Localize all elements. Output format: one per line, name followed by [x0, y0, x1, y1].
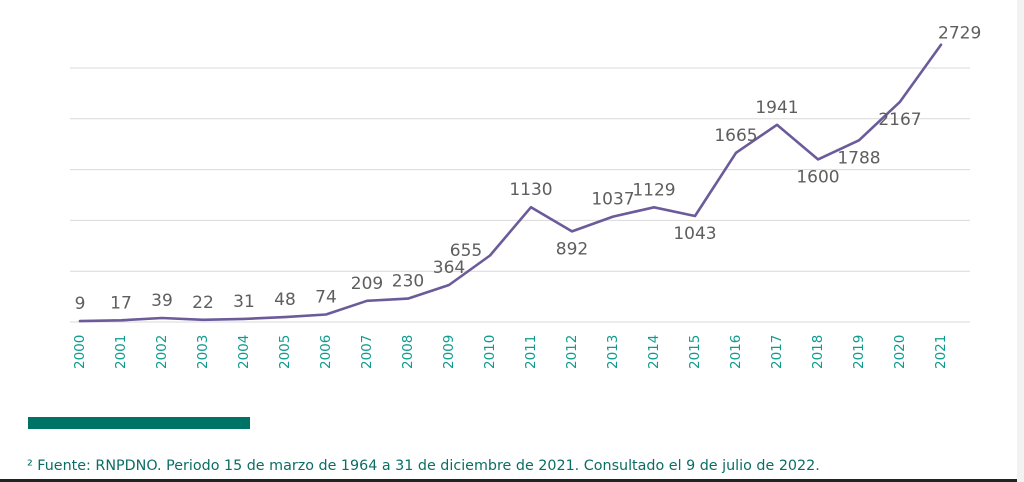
data-label: 1788	[837, 148, 880, 168]
data-label: 2167	[878, 110, 921, 130]
data-label: 39	[151, 291, 173, 311]
accent-bar	[28, 417, 250, 429]
data-label: 230	[392, 272, 424, 292]
x-tick-label: 2010	[482, 335, 498, 369]
data-label: 22	[192, 293, 214, 313]
x-tick-label: 2011	[523, 335, 539, 369]
x-tick-label: 2016	[728, 335, 744, 369]
data-label: 48	[274, 290, 296, 310]
x-tick-label: 2000	[72, 335, 88, 369]
data-label: 209	[351, 274, 383, 294]
x-tick-label: 2021	[933, 335, 949, 369]
data-label: 1037	[591, 190, 634, 210]
right-edge	[1017, 0, 1024, 482]
bottom-edge	[0, 479, 1024, 482]
x-tick-label: 2020	[892, 335, 908, 369]
x-tick-label: 2008	[400, 335, 416, 369]
x-tick-label: 2013	[605, 335, 621, 369]
x-tick-label: 2005	[277, 335, 293, 369]
series-line	[78, 43, 943, 323]
data-label: 892	[556, 239, 588, 259]
x-tick-label: 2018	[810, 335, 826, 369]
data-label: 17	[110, 293, 132, 313]
x-tick-label: 2014	[646, 335, 662, 369]
data-label: 1043	[673, 224, 716, 244]
data-label: 31	[233, 292, 255, 312]
x-tick-label: 2006	[318, 335, 334, 369]
x-tick-label: 2015	[687, 335, 703, 369]
data-label: 1129	[632, 180, 675, 200]
x-tick-label: 2002	[154, 335, 170, 369]
x-tick-label: 2009	[441, 335, 457, 369]
data-label: 74	[315, 287, 337, 307]
series-line-group	[78, 43, 943, 323]
x-axis-tick-labels: 2000 2001 2002 2003 2004 2005 2006 2007 2008 2009…	[72, 335, 949, 369]
source-footnote: ² Fuente: RNPDNO. Periodo 15 de marzo de…	[27, 458, 820, 474]
data-label: 655	[450, 241, 482, 261]
x-tick-label: 2004	[236, 335, 252, 369]
data-label: 9	[75, 294, 86, 314]
x-tick-label: 2012	[564, 335, 580, 369]
x-tick-label: 2007	[359, 335, 375, 369]
x-tick-label: 2001	[113, 335, 129, 369]
data-label: 1665	[714, 126, 757, 146]
x-tick-label: 2019	[851, 335, 867, 369]
data-label: 1941	[755, 98, 798, 118]
x-tick-label: 2003	[195, 335, 211, 369]
x-tick-label: 2017	[769, 335, 785, 369]
data-label: 364	[433, 258, 465, 278]
data-label: 1600	[796, 167, 839, 187]
data-label: 1130	[509, 180, 552, 200]
data-label: 2729	[938, 24, 981, 44]
